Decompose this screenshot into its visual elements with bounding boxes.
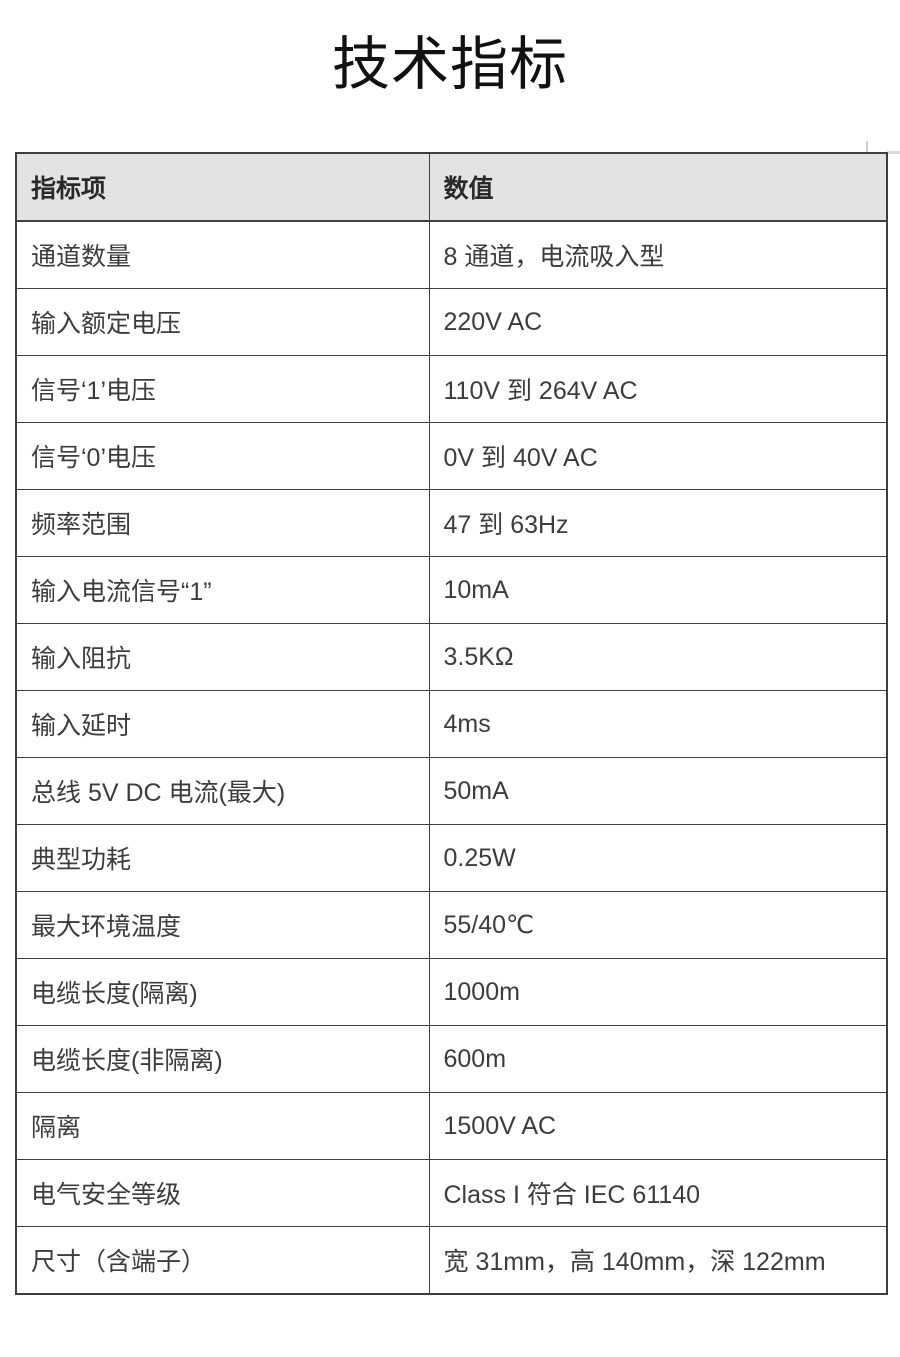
spec-item-label: 输入阻抗 (15, 623, 430, 691)
spec-item-value: 宽 31mm，高 140mm，深 122mm (428, 1226, 888, 1295)
spec-item-value: 3.5KΩ (428, 623, 888, 691)
spec-item-value: 50mA (428, 757, 888, 825)
spec-table: 指标项 数值 通道数量 8 通道，电流吸入型 输入额定电压 220V AC 信号… (15, 152, 888, 1295)
table-row: 输入阻抗 3.5KΩ (15, 623, 888, 691)
table-header-row: 指标项 数值 (15, 152, 888, 222)
spec-item-value: 0.25W (428, 824, 888, 892)
spec-item-label: 总线 5V DC 电流(最大) (15, 757, 430, 825)
table-row: 输入延时 4ms (15, 690, 888, 758)
table-row: 尺寸（含端子） 宽 31mm，高 140mm，深 122mm (15, 1226, 888, 1295)
spec-item-label: 最大环境温度 (15, 891, 430, 959)
spec-item-value: Class I 符合 IEC 61140 (428, 1159, 888, 1227)
table-row: 频率范围 47 到 63Hz (15, 489, 888, 557)
table-row: 输入额定电压 220V AC (15, 288, 888, 356)
table-row: 总线 5V DC 电流(最大) 50mA (15, 757, 888, 825)
spec-item-value: 0V 到 40V AC (428, 422, 888, 490)
spec-item-value: 4ms (428, 690, 888, 758)
spec-item-label: 输入额定电压 (15, 288, 430, 356)
spec-item-label: 电缆长度(隔离) (15, 958, 430, 1026)
table-corner-mark-horizontal (887, 151, 900, 154)
spec-item-label: 输入电流信号“1” (15, 556, 430, 624)
column-header-value: 数值 (428, 152, 888, 222)
spec-item-value: 47 到 63Hz (428, 489, 888, 557)
table-row: 电缆长度(非隔离) 600m (15, 1025, 888, 1093)
spec-item-label: 信号‘0’电压 (15, 422, 430, 490)
spec-item-value: 1500V AC (428, 1092, 888, 1160)
spec-item-label: 频率范围 (15, 489, 430, 557)
spec-item-value: 220V AC (428, 288, 888, 356)
table-row: 隔离 1500V AC (15, 1092, 888, 1160)
spec-item-label: 通道数量 (15, 220, 430, 289)
table-row: 通道数量 8 通道，电流吸入型 (15, 220, 888, 289)
column-header-item: 指标项 (15, 152, 430, 222)
spec-item-value: 600m (428, 1025, 888, 1093)
table-row: 信号‘1’电压 110V 到 264V AC (15, 355, 888, 423)
table-row: 电气安全等级 Class I 符合 IEC 61140 (15, 1159, 888, 1227)
table-row: 信号‘0’电压 0V 到 40V AC (15, 422, 888, 490)
spec-item-value: 10mA (428, 556, 888, 624)
table-row: 电缆长度(隔离) 1000m (15, 958, 888, 1026)
spec-item-label: 输入延时 (15, 690, 430, 758)
spec-item-value: 8 通道，电流吸入型 (428, 220, 888, 289)
spec-item-label: 尺寸（含端子） (15, 1226, 430, 1295)
spec-item-label: 典型功耗 (15, 824, 430, 892)
table-corner-mark-vertical (866, 141, 868, 153)
spec-item-value: 1000m (428, 958, 888, 1026)
page-title: 技术指标 (331, 32, 568, 97)
table-row: 输入电流信号“1” 10mA (15, 556, 888, 624)
spec-item-label: 电缆长度(非隔离) (15, 1025, 430, 1093)
spec-item-value: 55/40℃ (428, 891, 888, 959)
spec-item-label: 隔离 (15, 1092, 430, 1160)
spec-item-label: 电气安全等级 (15, 1159, 430, 1227)
spec-item-value: 110V 到 264V AC (428, 355, 888, 423)
spec-item-label: 信号‘1’电压 (15, 355, 430, 423)
table-row: 最大环境温度 55/40℃ (15, 891, 888, 959)
table-row: 典型功耗 0.25W (15, 824, 888, 892)
